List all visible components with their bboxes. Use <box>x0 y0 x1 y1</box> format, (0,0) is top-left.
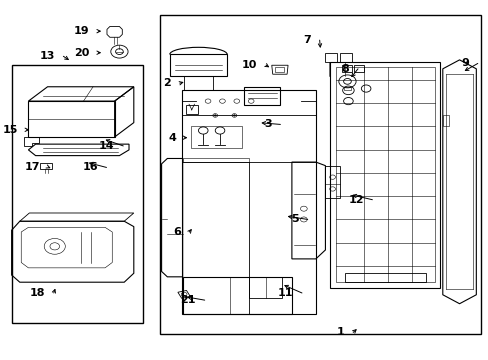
Circle shape <box>233 115 235 116</box>
Text: 13: 13 <box>40 51 55 61</box>
Text: 3: 3 <box>264 120 271 129</box>
Text: 12: 12 <box>347 195 363 205</box>
Text: 14: 14 <box>99 141 114 151</box>
Text: 19: 19 <box>74 26 89 36</box>
Text: 9: 9 <box>460 58 468 68</box>
Text: 15: 15 <box>2 125 18 135</box>
Text: 8: 8 <box>341 64 348 74</box>
Text: 4: 4 <box>168 133 176 143</box>
Text: 18: 18 <box>30 288 45 298</box>
Circle shape <box>214 115 216 116</box>
Text: 17: 17 <box>25 162 41 172</box>
Text: 2: 2 <box>163 78 171 88</box>
Text: 20: 20 <box>74 48 89 58</box>
Text: 16: 16 <box>82 162 98 172</box>
Text: 10: 10 <box>242 60 257 70</box>
Text: 11: 11 <box>277 288 293 298</box>
Text: 7: 7 <box>303 35 310 45</box>
Text: 21: 21 <box>180 295 196 305</box>
Bar <box>160 15 480 334</box>
Bar <box>12 65 143 323</box>
Text: 1: 1 <box>336 327 344 337</box>
Text: 6: 6 <box>173 227 181 237</box>
Text: 5: 5 <box>291 215 299 224</box>
